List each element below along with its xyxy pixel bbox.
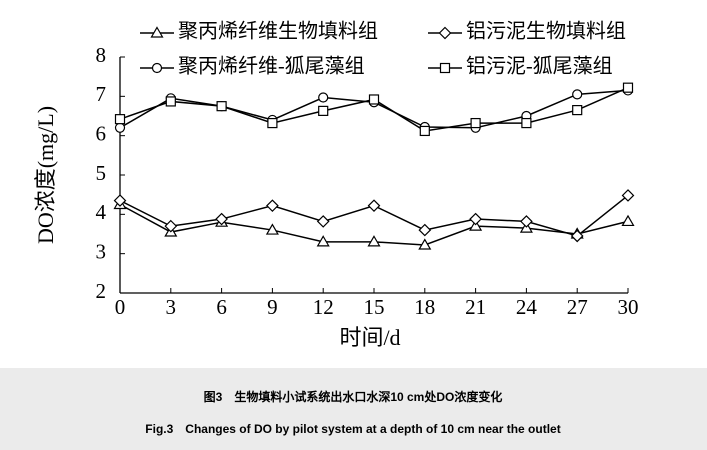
caption-en: Fig.3 Changes of DO by pilot system at a… xyxy=(145,422,560,436)
marker xyxy=(265,223,279,235)
marker xyxy=(318,92,329,103)
marker xyxy=(164,219,178,233)
marker xyxy=(113,194,127,207)
marker xyxy=(318,105,329,116)
y-tick-label: 6 xyxy=(96,121,107,145)
marker xyxy=(367,199,381,213)
x-tick-label: 30 xyxy=(618,295,639,319)
marker xyxy=(114,114,126,125)
x-tick-label: 12 xyxy=(313,295,334,319)
x-tick-label: 6 xyxy=(216,295,227,319)
y-tick-label: 2 xyxy=(96,279,107,303)
x-tick-label: 21 xyxy=(465,295,486,319)
marker xyxy=(215,212,228,226)
marker xyxy=(621,189,635,202)
marker xyxy=(114,122,126,133)
legend-label: 铝污泥生物填料组 xyxy=(466,20,626,43)
y-tick-label: 4 xyxy=(96,200,107,224)
marker xyxy=(316,215,330,228)
legend-label: 聚丙烯纤维生物填料组 xyxy=(178,20,378,43)
marker xyxy=(150,26,164,38)
x-tick-label: 0 xyxy=(115,295,126,319)
y-tick-label: 3 xyxy=(96,239,107,263)
y-axis-title: DO浓度(mg/L) xyxy=(33,106,58,244)
x-tick-label: 3 xyxy=(166,295,177,319)
x-axis-title: 时间/d xyxy=(339,325,400,350)
marker xyxy=(267,117,278,129)
x-tick-label: 24 xyxy=(516,295,538,319)
marker xyxy=(520,215,533,228)
marker xyxy=(469,212,482,226)
marker xyxy=(572,104,583,116)
marker xyxy=(470,117,481,129)
marker xyxy=(165,96,176,107)
caption-band xyxy=(0,368,707,450)
marker xyxy=(316,235,330,247)
legend-label: 聚丙烯纤维-狐尾藻组 xyxy=(178,55,365,78)
y-tick-label: 7 xyxy=(96,82,107,106)
series-line xyxy=(119,86,629,132)
x-tick-label: 9 xyxy=(267,295,278,319)
marker xyxy=(521,117,532,129)
x-tick-label: 18 xyxy=(414,295,435,319)
marker xyxy=(151,62,163,74)
marker xyxy=(266,199,279,213)
caption-cn: 图3 生物填料小试系统出水口水深10 cm处DO浓度变化 xyxy=(204,389,503,404)
marker xyxy=(438,26,452,40)
marker xyxy=(418,238,432,250)
y-tick-label: 8 xyxy=(96,43,107,67)
x-tick-label: 15 xyxy=(364,295,385,319)
marker xyxy=(419,125,430,137)
marker xyxy=(418,223,432,237)
marker xyxy=(216,101,227,112)
marker xyxy=(570,229,584,243)
legend-label: 铝污泥-狐尾藻组 xyxy=(466,55,613,78)
marker xyxy=(368,94,380,105)
marker xyxy=(621,214,635,227)
marker xyxy=(622,82,634,93)
y-tick-label: 5 xyxy=(96,161,107,185)
marker xyxy=(439,62,451,74)
marker xyxy=(572,89,583,100)
x-tick-label: 27 xyxy=(567,295,588,319)
marker xyxy=(367,235,381,247)
